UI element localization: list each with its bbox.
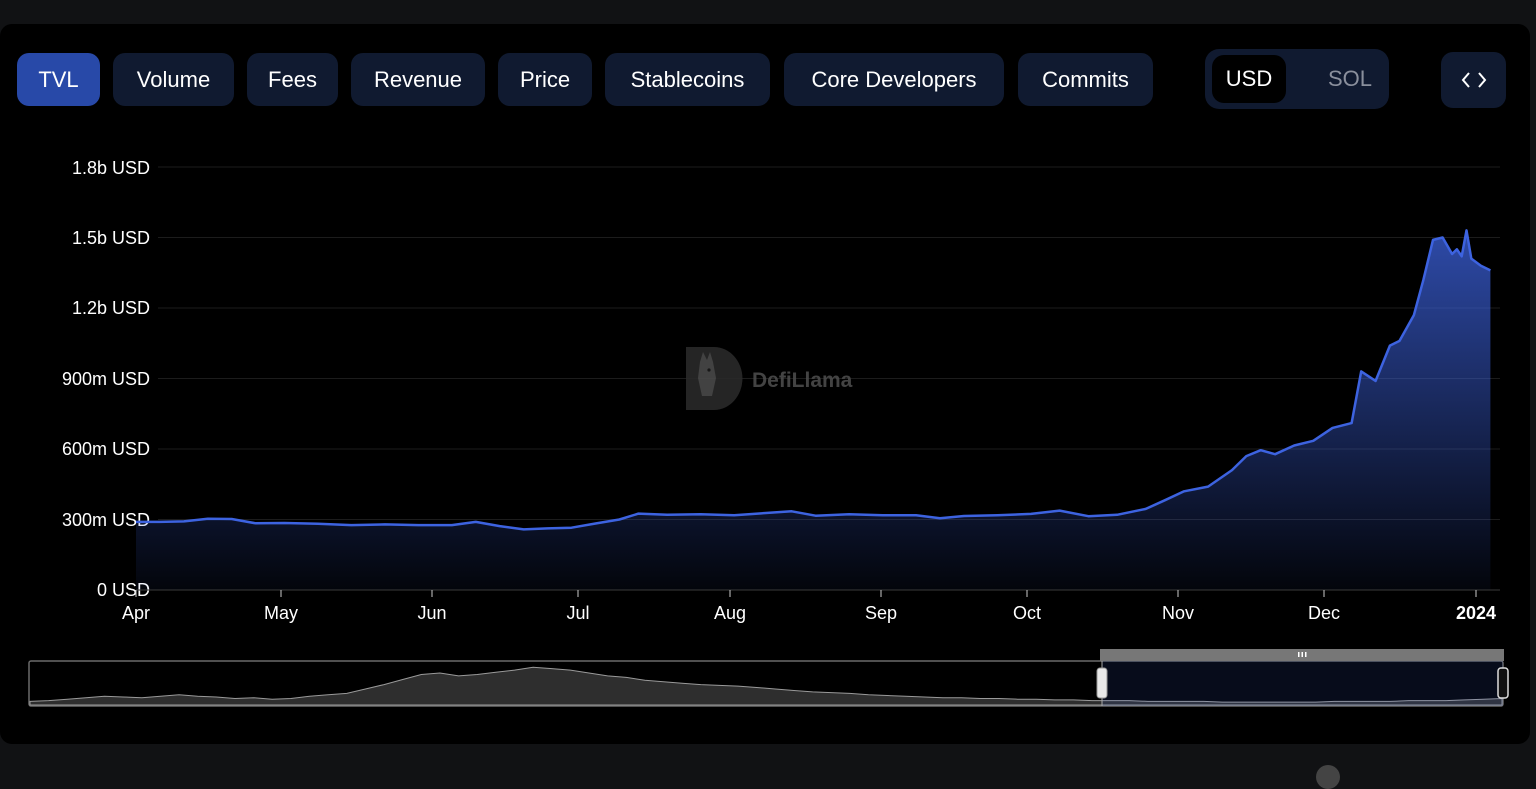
- x-tick: Aug: [714, 590, 746, 623]
- x-tick: Dec: [1308, 590, 1340, 623]
- tab-commits[interactable]: Commits: [1018, 53, 1153, 106]
- x-tick-label: Jul: [566, 603, 589, 623]
- llama-logo-icon: [686, 347, 743, 410]
- grip-icon: [1298, 652, 1307, 657]
- defillama-watermark: DefiLlama: [686, 347, 853, 410]
- y-tick-label: 1.5b USD: [72, 228, 150, 248]
- tvl-line: [136, 229, 1491, 531]
- y-tick-label: 300m USD: [62, 510, 150, 530]
- tab-stablecoins[interactable]: Stablecoins: [605, 53, 770, 106]
- embed-button[interactable]: [1441, 52, 1506, 108]
- x-tick-label: Oct: [1013, 603, 1041, 623]
- overview-area: [29, 666, 1503, 706]
- x-tick: Apr: [122, 590, 150, 623]
- x-tick-label: 2024: [1456, 603, 1496, 623]
- chart-panel: [0, 24, 1530, 744]
- y-tick-label: 600m USD: [62, 439, 150, 459]
- x-tick-label: Nov: [1162, 603, 1194, 623]
- x-tick-label: Jun: [417, 603, 446, 623]
- range-handle-right[interactable]: [1497, 667, 1509, 699]
- tab-tvl[interactable]: TVL: [17, 53, 100, 106]
- watermark-text: DefiLlama: [752, 369, 853, 392]
- tvl-chart: 0 USD 300m USD 600m USD 900m USD 1.2b US…: [28, 158, 1509, 707]
- x-tick: Oct: [1013, 590, 1041, 623]
- x-tick-label: May: [264, 603, 298, 623]
- currency-toggle: USD SOL: [1205, 49, 1389, 109]
- x-tick-label: Sep: [865, 603, 897, 623]
- avatar: [1316, 765, 1340, 789]
- tab-price[interactable]: Price: [498, 53, 592, 106]
- tab-fees[interactable]: Fees: [247, 53, 338, 106]
- tvl-area: [136, 230, 1491, 590]
- range-slider[interactable]: [28, 649, 1509, 707]
- x-tick: 2024: [1456, 590, 1496, 623]
- y-tick-label: 1.8b USD: [72, 158, 150, 178]
- x-tick-label: Aug: [714, 603, 746, 623]
- currency-usd-option[interactable]: USD: [1212, 55, 1286, 103]
- x-tick: May: [264, 590, 298, 623]
- overview-series: [29, 666, 1503, 706]
- x-tick: Nov: [1162, 590, 1194, 623]
- range-handle-left[interactable]: [1096, 667, 1108, 699]
- y-tick-label: 900m USD: [62, 369, 150, 389]
- tab-core-developers[interactable]: Core Developers: [784, 53, 1004, 106]
- tab-volume[interactable]: Volume: [113, 53, 234, 106]
- y-tick-label: 1.2b USD: [72, 298, 150, 318]
- x-tick: Jun: [417, 590, 447, 623]
- code-brackets-icon: [1461, 72, 1486, 88]
- x-axis: Apr May Jun Jul Aug Sep Oct Nov Dec 2024: [122, 589, 1500, 623]
- tab-revenue[interactable]: Revenue: [351, 53, 485, 106]
- tvl-series: [136, 229, 1491, 590]
- x-tick: Sep: [865, 590, 897, 623]
- y-axis: 0 USD 300m USD 600m USD 900m USD 1.2b US…: [62, 158, 150, 600]
- selected-range[interactable]: [1102, 661, 1503, 706]
- x-tick: Jul: [566, 590, 590, 623]
- currency-sol-option[interactable]: SOL: [1327, 66, 1373, 91]
- x-tick-label: Apr: [122, 603, 150, 623]
- x-tick-label: Dec: [1308, 603, 1340, 623]
